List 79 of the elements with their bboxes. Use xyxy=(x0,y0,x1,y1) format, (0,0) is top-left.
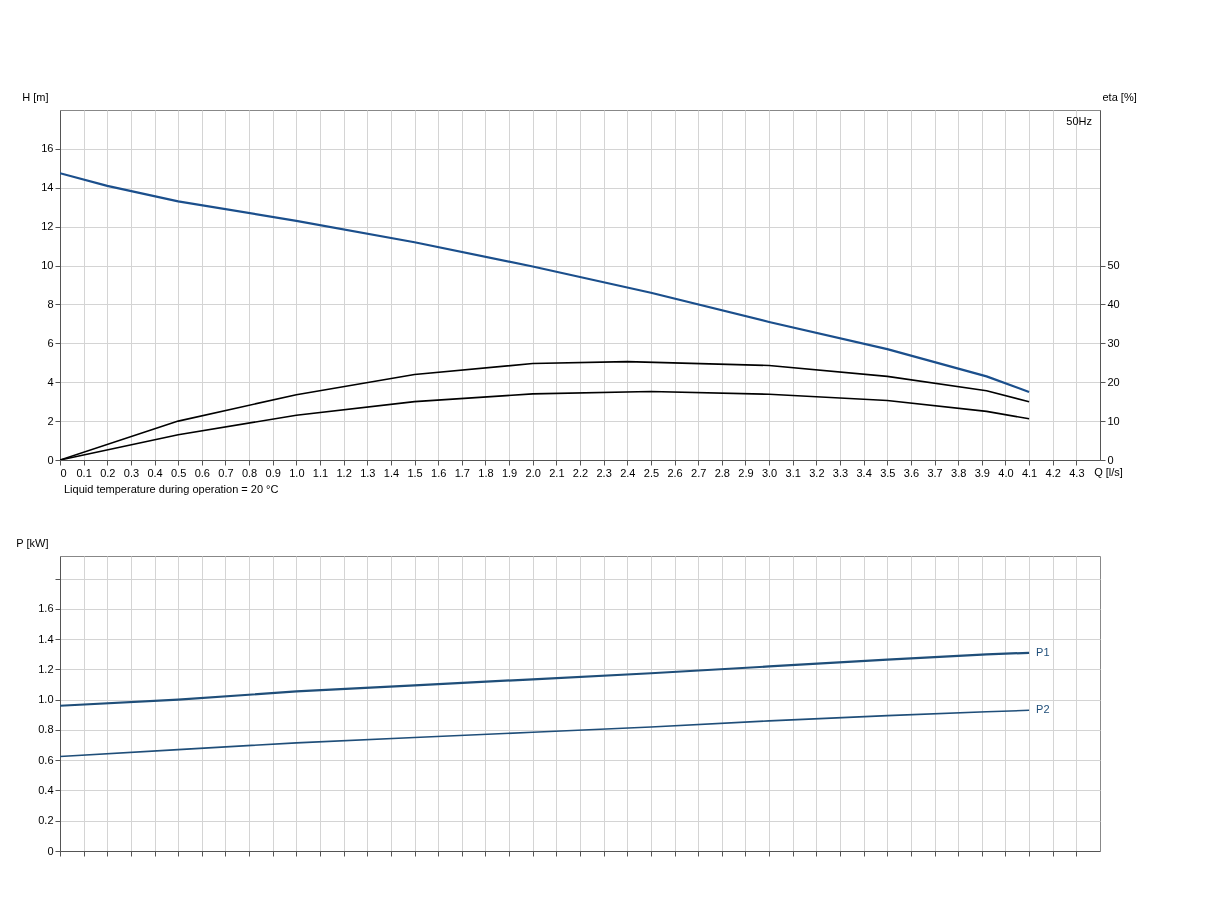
x-tick-label: 3.5 xyxy=(880,466,896,479)
x-tick-label: 3.0 xyxy=(761,466,778,479)
x-tick-label: 1.9 xyxy=(501,466,518,479)
series-label: P2 xyxy=(1036,703,1050,716)
y-axis-title: H [m] xyxy=(22,90,49,103)
y-tick-label: 8 xyxy=(47,297,54,310)
x-tick-label: 3.9 xyxy=(974,466,990,479)
y-tick-label: 0.2 xyxy=(38,814,54,827)
x-tick-label: 3.1 xyxy=(785,466,801,479)
x-tick-label: 1.7 xyxy=(454,466,470,479)
y-tick-label: 1.6 xyxy=(38,602,54,615)
line-series xyxy=(60,651,1031,707)
x-tick-label: 1.1 xyxy=(312,466,329,479)
x-tick-label: 0.7 xyxy=(218,466,234,479)
x-tick-label: 0.2 xyxy=(100,466,116,479)
x-tick-label: 3.6 xyxy=(903,466,920,479)
x-tick-label: 0.1 xyxy=(76,466,92,479)
y-tick-label: 1.2 xyxy=(38,662,54,675)
x-tick-label: 0.8 xyxy=(241,466,258,479)
line-series xyxy=(60,172,1031,394)
line-series xyxy=(60,709,1030,758)
y2-tick-label: 30 xyxy=(1107,336,1120,349)
y2-tick-label: 40 xyxy=(1107,297,1120,310)
y-tick-label: 0 xyxy=(47,844,54,857)
x-tick-label: 1.5 xyxy=(407,466,423,479)
y-tick-label: 2 xyxy=(47,414,54,427)
x-tick-label: 3.4 xyxy=(856,466,872,479)
series-label: P1 xyxy=(1036,645,1050,658)
x-tick-label: 1.2 xyxy=(336,466,352,479)
x-tick-label: 2.5 xyxy=(643,466,660,479)
x-tick-label: 0.9 xyxy=(265,466,281,479)
x-tick-label: 2.3 xyxy=(596,466,612,479)
y-tick-label: 0 xyxy=(47,453,54,466)
x-tick-label: 2.9 xyxy=(738,466,754,479)
x-tick-label: 2.1 xyxy=(549,466,565,479)
x-tick-label: 1.4 xyxy=(383,466,400,479)
y-tick-label: 16 xyxy=(41,142,54,155)
x-tick-label: 0 xyxy=(60,466,67,479)
x-tick-label: 0.4 xyxy=(147,466,163,479)
x-tick-label: 2.4 xyxy=(620,466,636,479)
y2-axis-title: eta [%] xyxy=(1102,90,1137,103)
x-tick-label: 2.2 xyxy=(572,466,589,479)
y-tick-label: 10 xyxy=(41,259,54,272)
y-tick-label: 12 xyxy=(41,220,54,233)
y-axis-title: P [kW] xyxy=(16,536,49,549)
y-tick-label: 14 xyxy=(41,181,54,194)
y-tick-label: 0.4 xyxy=(38,783,54,796)
y-tick-label: 6 xyxy=(47,336,54,349)
x-tick-label: 1.0 xyxy=(289,466,305,479)
y-tick-label: 0.8 xyxy=(38,723,54,736)
y2-tick-label: 50 xyxy=(1107,259,1120,272)
x-tick-label: 2.6 xyxy=(667,466,683,479)
text: Liquid temperature during operation = 20 °C xyxy=(64,483,279,495)
y-tick-label: 4 xyxy=(47,375,54,388)
x-tick-label: 0.6 xyxy=(194,466,210,479)
x-tick-label: 3.8 xyxy=(951,466,967,479)
x-tick-label: 4.1 xyxy=(1021,466,1038,479)
x-tick-label: 1.8 xyxy=(478,466,494,479)
x-tick-label: 4.0 xyxy=(998,466,1014,479)
x-axis-title: Q [l/s] xyxy=(1094,465,1123,478)
y-tick-label: 1.4 xyxy=(38,632,54,645)
y-tick-label: 0.6 xyxy=(38,753,54,766)
x-tick-label: 4.3 xyxy=(1069,466,1085,479)
x-tick-label: 3.2 xyxy=(809,466,825,479)
x-tick-label: 0.3 xyxy=(123,466,140,479)
y2-tick-label: 10 xyxy=(1107,414,1120,427)
x-tick-label: 2.0 xyxy=(525,466,541,479)
x-tick-label: 2.8 xyxy=(714,466,730,479)
x-tick-label: 2.7 xyxy=(691,466,707,479)
x-tick-label: 1.3 xyxy=(360,466,376,479)
y-tick-label: 1.0 xyxy=(38,693,54,706)
x-tick-label: 1.6 xyxy=(431,466,447,479)
x-tick-label: 3.7 xyxy=(927,466,943,479)
x-tick-label: 0.5 xyxy=(171,466,187,479)
x-tick-label: 4.2 xyxy=(1045,466,1061,479)
y2-tick-label: 20 xyxy=(1107,375,1120,388)
y2-tick-label: 0 xyxy=(1107,453,1114,466)
x-tick-label: 3.3 xyxy=(832,466,849,479)
annotation: 50Hz xyxy=(1066,115,1092,127)
